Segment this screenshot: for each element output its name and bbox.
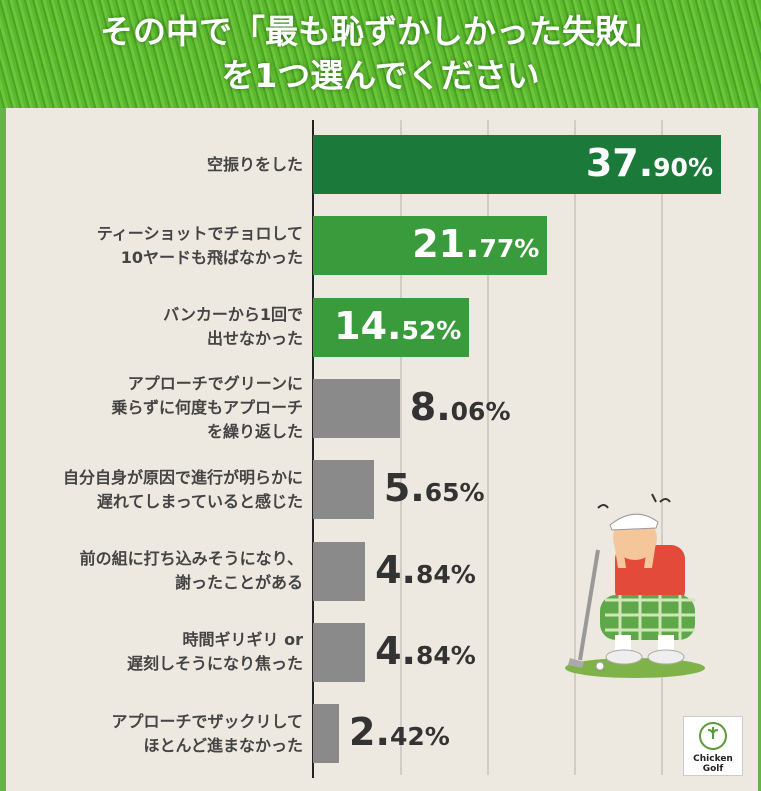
bar: [313, 378, 400, 438]
value-label: 4.84%: [375, 548, 476, 592]
category-label-line: バンカーから1回で: [163, 305, 303, 325]
y-axis: [312, 120, 314, 778]
value-label: 21.77%: [412, 222, 539, 266]
title-line-2: を1つ選んでください: [221, 56, 540, 95]
category-label-line: 遅れてしまっていると感じた: [96, 491, 303, 511]
value-decimal: 42%: [389, 722, 450, 752]
bar: [313, 622, 366, 682]
chicken-golf-logo: Chicken Golf: [683, 716, 743, 776]
value-integer: 14.: [334, 303, 402, 348]
value-decimal: 77%: [479, 234, 540, 264]
category-label-line: ティーショットでチョロして: [96, 223, 303, 243]
category-label-line: 遅刻しそうになり焦った: [126, 654, 303, 674]
category-label: 時間ギリギリ or 遅刻しそうになり焦った: [3, 623, 303, 682]
value-integer: 4.: [375, 547, 416, 592]
value-integer: 5.: [383, 466, 425, 511]
category-label-line: 前の組に打ち込みそうになり、: [79, 549, 303, 568]
category-label: 自分自身が原因で進行が明らかに遅れてしまっていると感じた: [3, 460, 303, 519]
golfer-illustration: [565, 493, 705, 678]
bar: [313, 460, 374, 520]
value-decimal: 84%: [415, 640, 476, 670]
category-label-line: アプローチでザックリして: [111, 711, 303, 731]
value-integer: 37.: [585, 141, 654, 185]
value-integer: 2.: [349, 710, 390, 755]
value-integer: 4.: [375, 628, 416, 673]
value-label: 2.42%: [349, 710, 450, 754]
category-label-line: アプローチでグリーンに: [127, 374, 303, 394]
value-label: 8.06%: [410, 385, 511, 429]
category-label: アプローチでグリーンに乗らずに何度もアプローチを繰り返した: [3, 374, 303, 441]
left-border: [0, 108, 6, 791]
category-label: ティーショットでチョロして 10ヤードも飛ばなかった: [3, 216, 303, 275]
logo-text-1: Chicken: [693, 754, 733, 764]
category-label-line: 自分自身が原因で進行が明らかに: [62, 467, 303, 487]
category-label-line: 出せなかった: [206, 329, 303, 349]
value-label: 37.90%: [586, 141, 713, 185]
value-decimal: 90%: [653, 153, 713, 182]
gridline: [400, 120, 402, 775]
category-label-line: ほとんど進まなかった: [143, 735, 303, 755]
value-integer: 21.: [412, 222, 480, 267]
right-border: [758, 108, 761, 791]
category-label: アプローチでザックリしてほとんど進まなかった: [3, 704, 303, 763]
category-label: 前の組に打ち込みそうになり、謝ったことがある: [3, 542, 303, 601]
title-banner: その中で「最も恥ずかしかった失敗」 を1つ選んでください: [0, 0, 761, 108]
value-label: 4.84%: [375, 629, 476, 673]
bar: [313, 297, 470, 357]
category-label: 空振りをした: [3, 135, 303, 194]
bar: [313, 216, 548, 276]
category-label: バンカーから1回で出せなかった: [3, 298, 303, 357]
bar: [313, 541, 366, 601]
category-label-line: 空振りをした: [206, 154, 303, 174]
category-label-line: 乗らずに何度もアプローチ: [111, 398, 303, 418]
value-decimal: 06%: [450, 396, 511, 426]
value-label: 5.65%: [384, 466, 485, 510]
category-label-line: 謝ったことがある: [174, 573, 303, 592]
value-decimal: 84%: [415, 559, 476, 589]
gridline: [574, 120, 576, 775]
value-integer: 8.: [409, 384, 451, 429]
value-decimal: 65%: [424, 478, 485, 508]
bar: [313, 135, 721, 194]
category-label-line: 10ヤードも飛ばなかった: [120, 247, 303, 267]
gridline: [487, 120, 489, 775]
gridline: [661, 120, 663, 775]
value-decimal: 52%: [401, 315, 462, 345]
category-label-line: を繰り返した: [206, 422, 303, 442]
value-label: 14.52%: [334, 304, 461, 348]
bar-chart: 空振りをした 37.90% ティーショットでチョロして 10ヤードも飛ばなかった 21.…: [0, 108, 761, 791]
category-label-line: 時間ギリギリ or: [182, 630, 303, 650]
title-line-1: その中で「最も恥ずかしかった失敗」: [100, 12, 661, 51]
logo-text-2: Golf: [702, 764, 724, 774]
bar: [313, 704, 340, 764]
